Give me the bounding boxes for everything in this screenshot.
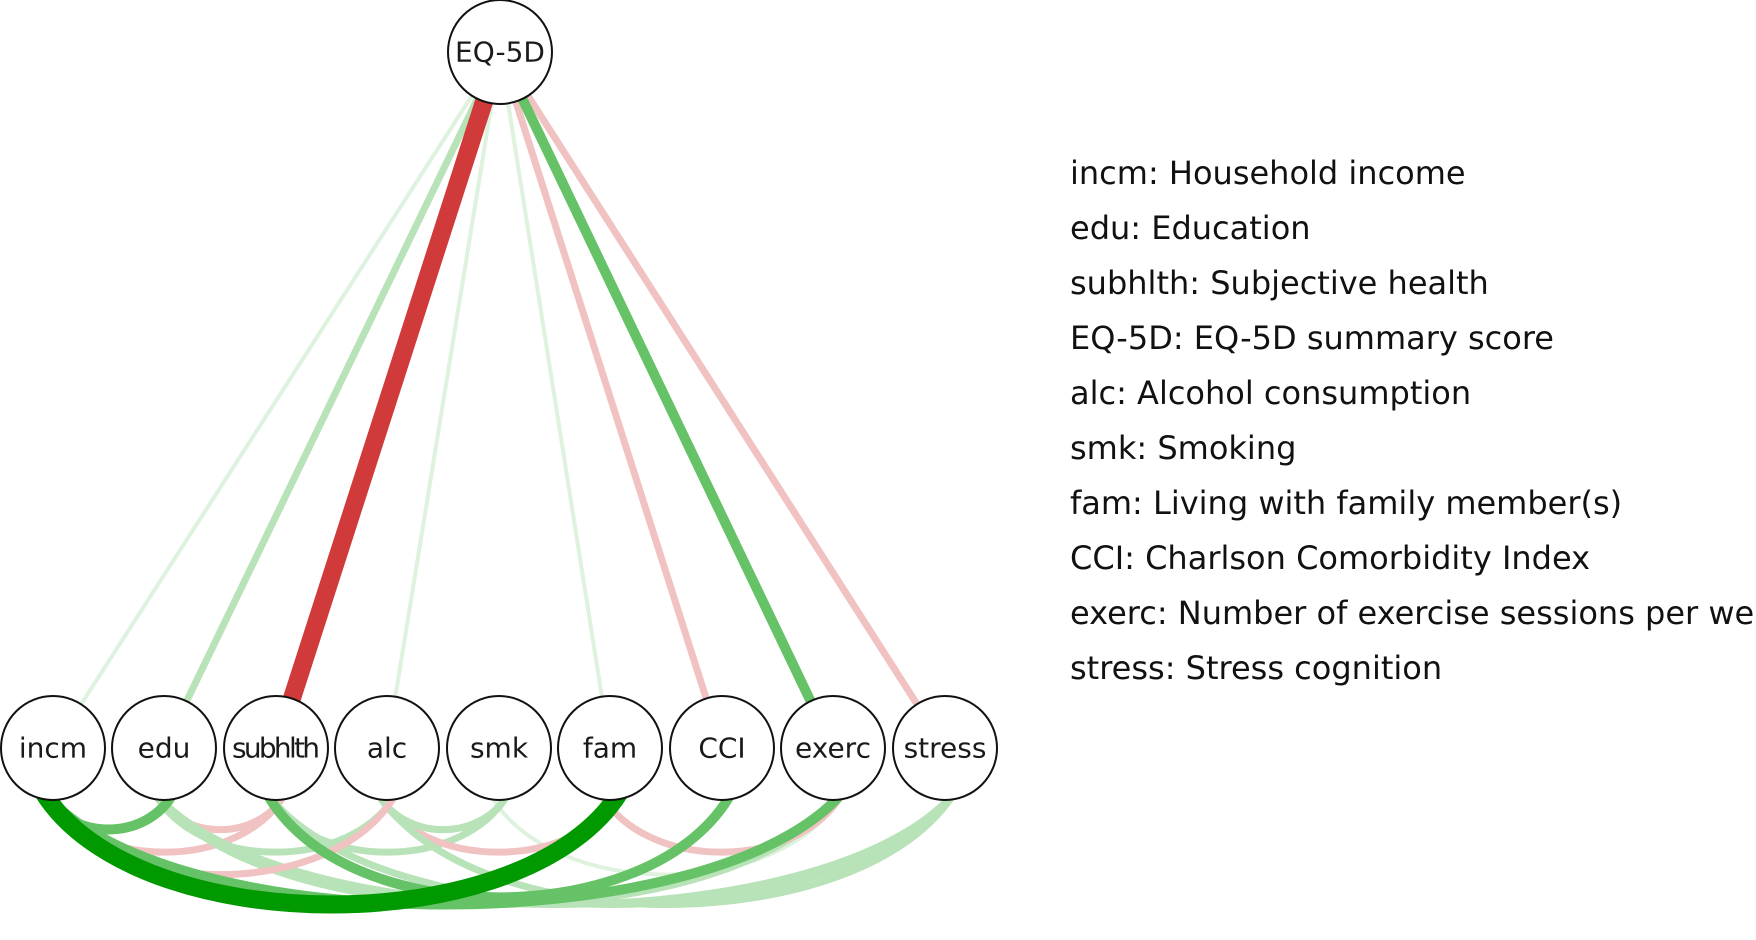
legend-item-eq5d: EQ-5D: EQ-5D summary score (1070, 319, 1554, 357)
legend-item-exerc: exerc: Number of exercise sessions per w… (1070, 594, 1756, 632)
node-fam: fam (557, 695, 663, 801)
node-circle-subhlth (223, 695, 329, 801)
node-circle-edu (111, 695, 217, 801)
edge-edu-stress (151, 789, 958, 908)
node-cci: CCI (669, 695, 775, 801)
legend: incm: Household income edu: Education su… (1070, 146, 1756, 696)
legend-item-cci: CCI: Charlson Comorbidity Index (1070, 539, 1591, 577)
edges-layer (35, 49, 958, 914)
node-alc: alc (334, 695, 440, 801)
node-label-edu: edu (138, 732, 191, 765)
node-label-cci: CCI (698, 732, 745, 765)
node-exerc: exerc (780, 695, 886, 801)
legend-item-edu: edu: Education (1070, 209, 1311, 247)
node-circle-exerc (780, 695, 886, 801)
node-circle-alc (334, 695, 440, 801)
node-label-incm: incm (19, 732, 87, 765)
edge-eq5d-alc (385, 51, 502, 749)
edge-eq5d-cci (496, 50, 726, 750)
node-label-alc: alc (367, 732, 407, 765)
node-label-stress: stress (904, 732, 987, 765)
legend-item-stress: stress: Stress cognition (1070, 649, 1443, 687)
node-circle-eq5d (447, 0, 553, 105)
node-circle-smk (446, 695, 552, 801)
edge-eq5d-exerc (495, 49, 838, 751)
node-circle-incm (0, 695, 106, 801)
node-subhlth: subhlth (223, 695, 329, 801)
node-label-eq5d: EQ-5D (455, 36, 545, 69)
node-circle-stress (892, 695, 998, 801)
node-edu: edu (111, 695, 217, 801)
edge-eq5d-fam (498, 51, 612, 749)
edge-subhlth-cci (261, 789, 737, 903)
edge-incm-exerc (39, 788, 847, 910)
legend-item-fam: fam: Living with family member(s) (1070, 484, 1623, 522)
legend-item-subhlth: subhlth: Subjective health (1070, 264, 1489, 302)
edge-incm-fam (35, 787, 628, 914)
edge-eq5d-incm (51, 50, 502, 750)
legend-item-alc: alc: Alcohol consumption (1070, 374, 1472, 412)
node-label-smk: smk (470, 732, 529, 765)
edge-eq5d-stress (497, 50, 948, 750)
node-stress: stress (892, 695, 998, 801)
legend-item-incm: incm: Household income (1070, 154, 1466, 192)
node-incm: incm (0, 695, 106, 801)
node-smk: smk (446, 695, 552, 801)
edge-eq5d-edu (160, 50, 504, 750)
node-circle-fam (557, 695, 663, 801)
edge-alc-stress (374, 790, 958, 908)
nodes-layer: EQ-5D incm edu subhlth alc smk fam CCI exerc stre… (0, 0, 998, 801)
legend-item-smk: smk: Smoking (1070, 429, 1297, 467)
node-label-subhlth: subhlth (232, 732, 320, 765)
node-eq5d: EQ-5D (447, 0, 553, 105)
node-label-exerc: exerc (795, 732, 871, 765)
node-label-fam: fam (583, 732, 637, 765)
edge-eq5d-subhlth (267, 49, 509, 751)
node-circle-cci (669, 695, 775, 801)
